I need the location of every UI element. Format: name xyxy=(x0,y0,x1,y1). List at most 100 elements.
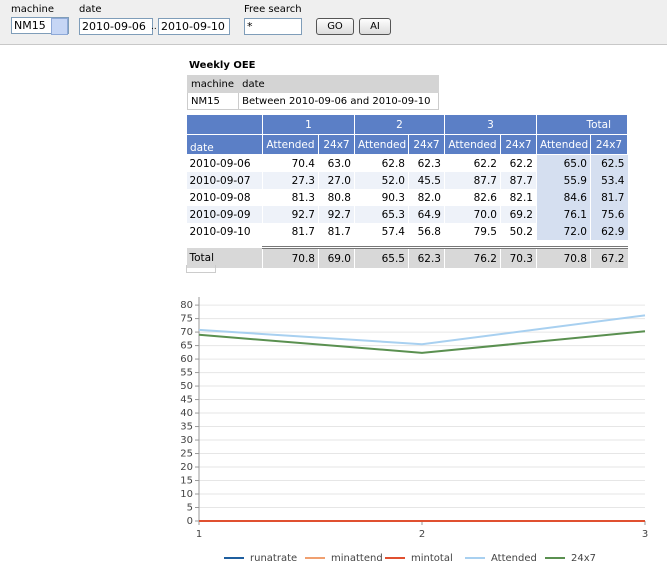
cell: 62.3 xyxy=(408,154,445,172)
separator: .. xyxy=(151,22,157,32)
total-cell: 70.8 xyxy=(262,246,319,268)
y-tick-label: 30 xyxy=(180,435,193,446)
total-cell: 65.5 xyxy=(354,246,409,268)
legend-label: runatrate xyxy=(250,553,297,564)
cell: 53.4 xyxy=(590,172,628,189)
cell: 52.0 xyxy=(354,172,409,189)
toolbar: machine NM15 date 2010-09-06 .. 2010-09-… xyxy=(0,0,667,45)
cell: 27.3 xyxy=(262,172,319,189)
ai-button[interactable]: AI xyxy=(359,18,391,35)
x-tick-label: 1 xyxy=(196,529,202,540)
cell: 45.5 xyxy=(408,172,445,189)
total-cell: 70.8 xyxy=(536,246,591,268)
total-label: Total xyxy=(186,247,263,268)
cell: 65.3 xyxy=(354,206,409,223)
cell: 27.0 xyxy=(318,172,355,189)
column-header: Attended xyxy=(354,134,409,155)
column-header: 24x7 xyxy=(408,134,445,155)
cell: 92.7 xyxy=(262,206,319,223)
y-tick-label: 75 xyxy=(180,314,193,325)
y-tick-label: 10 xyxy=(180,489,193,500)
row-label: 2010-09-09 xyxy=(186,206,263,223)
total-cell: 62.3 xyxy=(408,246,445,268)
cell: 62.2 xyxy=(500,154,537,172)
search-input[interactable]: * xyxy=(244,18,302,35)
row-label: 2010-09-10 xyxy=(186,223,263,240)
group-header: 1 xyxy=(262,114,355,135)
cell: 76.1 xyxy=(536,206,591,223)
row-label: 2010-09-08 xyxy=(186,189,263,206)
y-tick-label: 80 xyxy=(180,300,193,311)
series-line xyxy=(198,330,646,354)
scroll-stub xyxy=(186,265,216,273)
y-tick-label: 60 xyxy=(180,354,193,365)
label: Free search xyxy=(244,4,302,15)
y-tick-label: 40 xyxy=(180,408,193,419)
y-tick-label: 25 xyxy=(180,449,193,460)
y-tick-label: 35 xyxy=(180,422,193,433)
cell: 87.7 xyxy=(444,172,501,189)
pivot-table: 1 2 3 Total date Attended 24x7 Attended 24x7 Atte… xyxy=(186,114,628,268)
row-label: 2010-09-07 xyxy=(186,172,263,189)
row-label: 2010-09-06 xyxy=(186,154,263,172)
cell: 72.0 xyxy=(536,223,591,240)
dropdown-arrow[interactable] xyxy=(51,18,68,35)
column-header: 24x7 xyxy=(590,134,628,155)
column-header: 24x7 xyxy=(318,134,355,155)
column-header: Attended xyxy=(536,134,591,155)
y-tick-label: 0 xyxy=(187,516,193,527)
cell: 62.5 xyxy=(590,154,628,172)
cell: 80.8 xyxy=(318,189,355,206)
cell: 82.6 xyxy=(444,189,501,206)
cell: 63.0 xyxy=(318,154,355,172)
total-cell: 70.3 xyxy=(500,246,537,268)
y-tick-label: 15 xyxy=(180,476,193,487)
date-to[interactable]: 2010-09-10 xyxy=(158,18,230,35)
info-table: machine date NM15 Between 2010-09-06 and 2… xyxy=(186,75,439,110)
row-header: date xyxy=(186,134,263,155)
spacer xyxy=(186,240,628,248)
go-button[interactable]: GO xyxy=(316,18,354,35)
total-cell: 67.2 xyxy=(590,246,628,268)
cell: 81.7 xyxy=(590,189,628,206)
corner xyxy=(186,114,263,135)
cell: 82.0 xyxy=(408,189,445,206)
cell: 84.6 xyxy=(536,189,591,206)
cell: 65.0 xyxy=(536,154,591,172)
y-tick-label: 70 xyxy=(180,327,193,338)
cell: 64.9 xyxy=(408,206,445,223)
cell: 82.1 xyxy=(500,189,537,206)
cell: 87.7 xyxy=(500,172,537,189)
y-tick-label: 65 xyxy=(180,341,193,352)
cell: 62.9 xyxy=(590,223,628,240)
legend-label: minattend xyxy=(331,553,383,564)
legend-label: Attended xyxy=(491,553,537,564)
total-cell: 76.2 xyxy=(444,246,501,268)
cell: 90.3 xyxy=(354,189,409,206)
cell: 75.6 xyxy=(590,206,628,223)
cell: 62.2 xyxy=(444,154,501,172)
y-tick-label: 50 xyxy=(180,381,193,392)
total-cell: 69.0 xyxy=(318,246,355,268)
y-tick-label: 20 xyxy=(180,462,193,473)
cell: 57.4 xyxy=(354,223,409,240)
cell: 81.7 xyxy=(318,223,355,240)
series-line xyxy=(198,314,646,346)
x-tick-label: 3 xyxy=(642,529,648,540)
legend-label: 24x7 xyxy=(571,553,596,564)
report-title: Weekly OEE xyxy=(189,60,256,71)
group-header: 2 xyxy=(354,114,445,135)
label: machine xyxy=(11,4,54,15)
cell: 56.8 xyxy=(408,223,445,240)
legend-label: mintotal xyxy=(411,553,453,564)
cell: 70.0 xyxy=(444,206,501,223)
x-tick-label: 2 xyxy=(419,529,425,540)
label: date xyxy=(79,4,102,15)
date-from[interactable]: 2010-09-06 xyxy=(79,18,153,35)
column-header: 24x7 xyxy=(500,134,537,155)
cell: 69.2 xyxy=(500,206,537,223)
y-tick-label: 45 xyxy=(180,395,193,406)
info-header: date xyxy=(238,75,439,93)
cell: 70.4 xyxy=(262,154,319,172)
